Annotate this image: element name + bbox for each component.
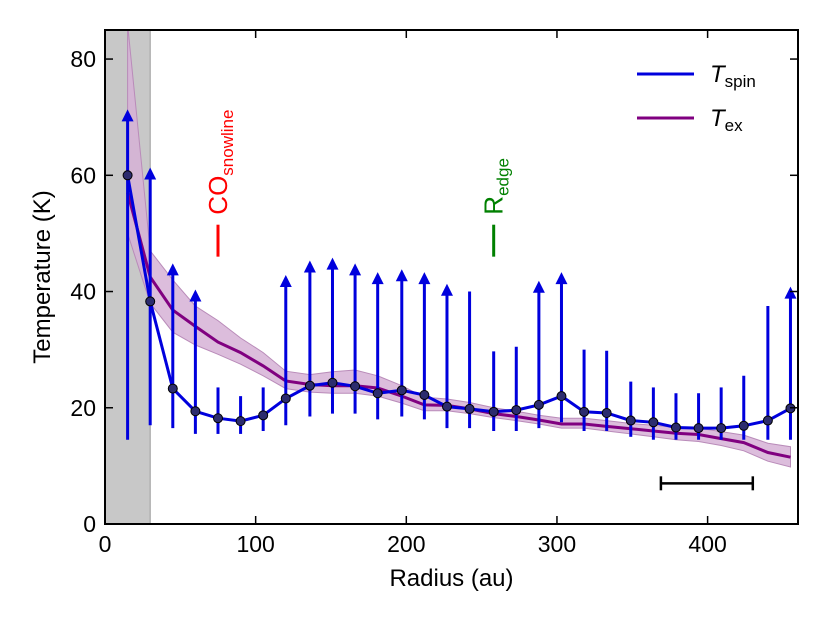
x-tick-label: 0 (99, 531, 112, 557)
tspin-limit-arrow (418, 272, 431, 285)
plot-frame (104, 29, 799, 525)
tspin-point (327, 377, 338, 388)
tspin-limit-arrow (326, 257, 339, 270)
tspin-point (693, 423, 704, 434)
x-tick-label: 400 (688, 531, 726, 557)
tspin-point (625, 415, 636, 426)
tspin-limit-arrow (121, 109, 134, 122)
legend-label-tex: Tex (710, 105, 743, 135)
tspin-limit-arrow (166, 263, 179, 276)
tex-uncertainty-band (127, 30, 791, 468)
tspin-point (464, 403, 475, 414)
tspin-point (556, 391, 567, 402)
tex-line (126, 192, 791, 459)
tspin-point (350, 381, 361, 392)
tspin-point (372, 388, 383, 399)
tspin-point (511, 405, 522, 416)
y-tick-label: 80 (70, 46, 96, 72)
tspin-point (167, 383, 178, 394)
tspin-point (304, 380, 315, 391)
snowline-label-main: CO (203, 176, 233, 215)
x-axis-label: Radius (au) (389, 565, 513, 592)
y-axis-label: Temperature (K) (29, 190, 56, 363)
legend-label-tspin-sub: spin (725, 72, 756, 91)
legend: Tspin Tex (637, 61, 756, 135)
tspin-limit-arrow (349, 263, 362, 276)
tspin-limit-arrow (395, 269, 408, 282)
tspin-point (441, 401, 452, 412)
tspin-point (258, 410, 269, 421)
snowline-label: COsnowline (203, 110, 237, 215)
tspin-point (190, 406, 201, 417)
legend-label-tex-main: T (710, 105, 727, 132)
x-tick-label: 300 (538, 531, 576, 557)
snowline-label-sub: snowline (218, 110, 237, 176)
y-tick-label: 40 (70, 279, 96, 305)
tspin-limit-arrow (440, 283, 453, 296)
tspin-point (716, 423, 727, 434)
y-tick-label: 60 (70, 162, 96, 188)
tspin-point (419, 389, 430, 400)
tspin-limit-arrow (371, 272, 384, 285)
tspin-point (670, 422, 681, 433)
tspin-limit-arrow (279, 275, 292, 287)
y-tick-label: 0 (83, 511, 96, 537)
legend-label-tex-sub: ex (725, 116, 743, 135)
tspin-point (235, 416, 246, 427)
tspin-point (488, 406, 499, 417)
edge-label-main: R (479, 196, 509, 215)
tspin-point (738, 420, 749, 431)
tspin-limit-arrow (303, 260, 316, 273)
tspin-limit-arrow (784, 286, 797, 299)
tspin-point (122, 170, 133, 181)
tspin-limit-arrow (189, 289, 202, 302)
tspin-point (280, 393, 291, 404)
edge-label: Redge (479, 158, 513, 215)
tspin-limit-arrow (144, 167, 157, 180)
tspin-point (579, 406, 590, 417)
edge-label-sub: edge (494, 158, 513, 196)
tspin-point (533, 399, 544, 410)
tspin-limit-arrow (532, 280, 545, 293)
tspin-point (212, 413, 223, 424)
tspin-point (648, 417, 659, 428)
x-tick-label: 200 (387, 531, 425, 557)
legend-label-tspin-main: T (710, 61, 727, 88)
y-tick-label: 20 (70, 395, 96, 421)
tspin-point (601, 407, 612, 418)
tspin-limit-arrow (555, 272, 568, 285)
tspin-point (145, 296, 156, 307)
legend-label-tspin: Tspin (710, 61, 756, 91)
tspin-point (762, 415, 773, 426)
tspin-point (396, 385, 407, 396)
scale-bar (659, 476, 755, 491)
x-tick-label: 100 (236, 531, 274, 557)
